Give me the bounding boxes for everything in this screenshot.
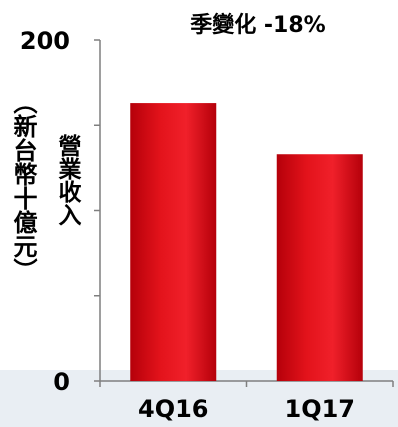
- y-tick-label: 0: [53, 368, 70, 396]
- y-axis-label: 營業收入: [54, 134, 80, 226]
- x-tick-label: 1Q17: [285, 395, 356, 423]
- chart-title: 季變化 -18%: [190, 12, 325, 38]
- x-tick-label: 4Q16: [138, 395, 209, 423]
- y-axis-unit-label: （新台幣十億元）: [9, 90, 37, 282]
- y-tick-label: 200: [20, 27, 70, 55]
- bar-4q16: [130, 103, 217, 382]
- bar-1q17: [276, 154, 363, 381]
